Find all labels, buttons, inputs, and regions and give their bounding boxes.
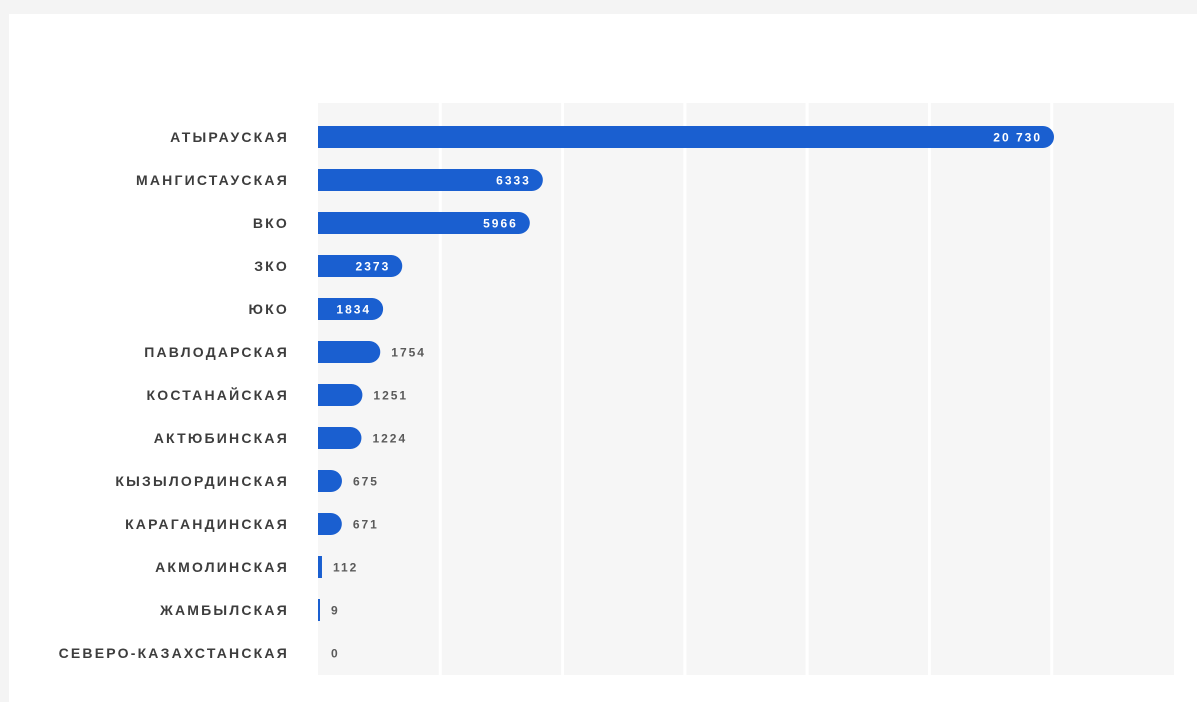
data-label: 671 — [353, 518, 379, 532]
data-label: 1224 — [372, 432, 407, 446]
category-label: КЫЗЫЛОРДИНСКАЯ — [115, 473, 289, 489]
bar — [318, 513, 342, 535]
category-label: ЖАМБЫЛСКАЯ — [159, 602, 289, 618]
bar — [318, 341, 381, 363]
data-label: 2373 — [356, 260, 391, 274]
bar — [318, 384, 363, 406]
chart-card: АТЫРАУСКАЯ 20 730 МАНГИСТАУСКАЯ 6333 ВКО 5966… — [9, 14, 1197, 702]
category-label: КОСТАНАЙСКАЯ — [147, 386, 290, 403]
plot-background — [318, 103, 1174, 675]
bar — [318, 298, 384, 320]
bar — [318, 470, 342, 492]
category-label: АТЫРАУСКАЯ — [170, 129, 289, 145]
category-label: ВКО — [253, 215, 289, 231]
bar — [318, 556, 322, 578]
category-label: ПАВЛОДАРСКАЯ — [144, 344, 289, 360]
data-label: 6333 — [496, 174, 531, 188]
data-label: 5966 — [483, 217, 518, 231]
data-label: 0 — [331, 647, 340, 661]
data-label: 675 — [353, 475, 379, 489]
category-label: ЗКО — [254, 258, 289, 274]
category-label: КАРАГАНДИНСКАЯ — [125, 516, 289, 532]
bar — [318, 255, 403, 277]
category-label: АКТЮБИНСКАЯ — [154, 430, 289, 446]
data-label: 1251 — [373, 389, 408, 403]
data-label: 9 — [331, 604, 340, 618]
category-label: МАНГИСТАУСКАЯ — [136, 172, 289, 188]
bar — [318, 169, 543, 191]
category-label: ЮКО — [249, 301, 289, 317]
bar-chart: АТЫРАУСКАЯ 20 730 МАНГИСТАУСКАЯ 6333 ВКО 5966… — [59, 103, 1174, 675]
data-label: 1834 — [336, 303, 371, 317]
bar — [318, 599, 320, 621]
category-label: АКМОЛИНСКАЯ — [155, 559, 289, 575]
category-label: СЕВЕРО-КАЗАХСТАНСКАЯ — [59, 645, 289, 661]
bar — [318, 126, 1054, 148]
bar — [318, 427, 362, 449]
data-label: 112 — [333, 561, 358, 575]
bar — [318, 212, 530, 234]
data-label: 20 730 — [993, 131, 1042, 145]
data-label: 1754 — [391, 346, 426, 360]
